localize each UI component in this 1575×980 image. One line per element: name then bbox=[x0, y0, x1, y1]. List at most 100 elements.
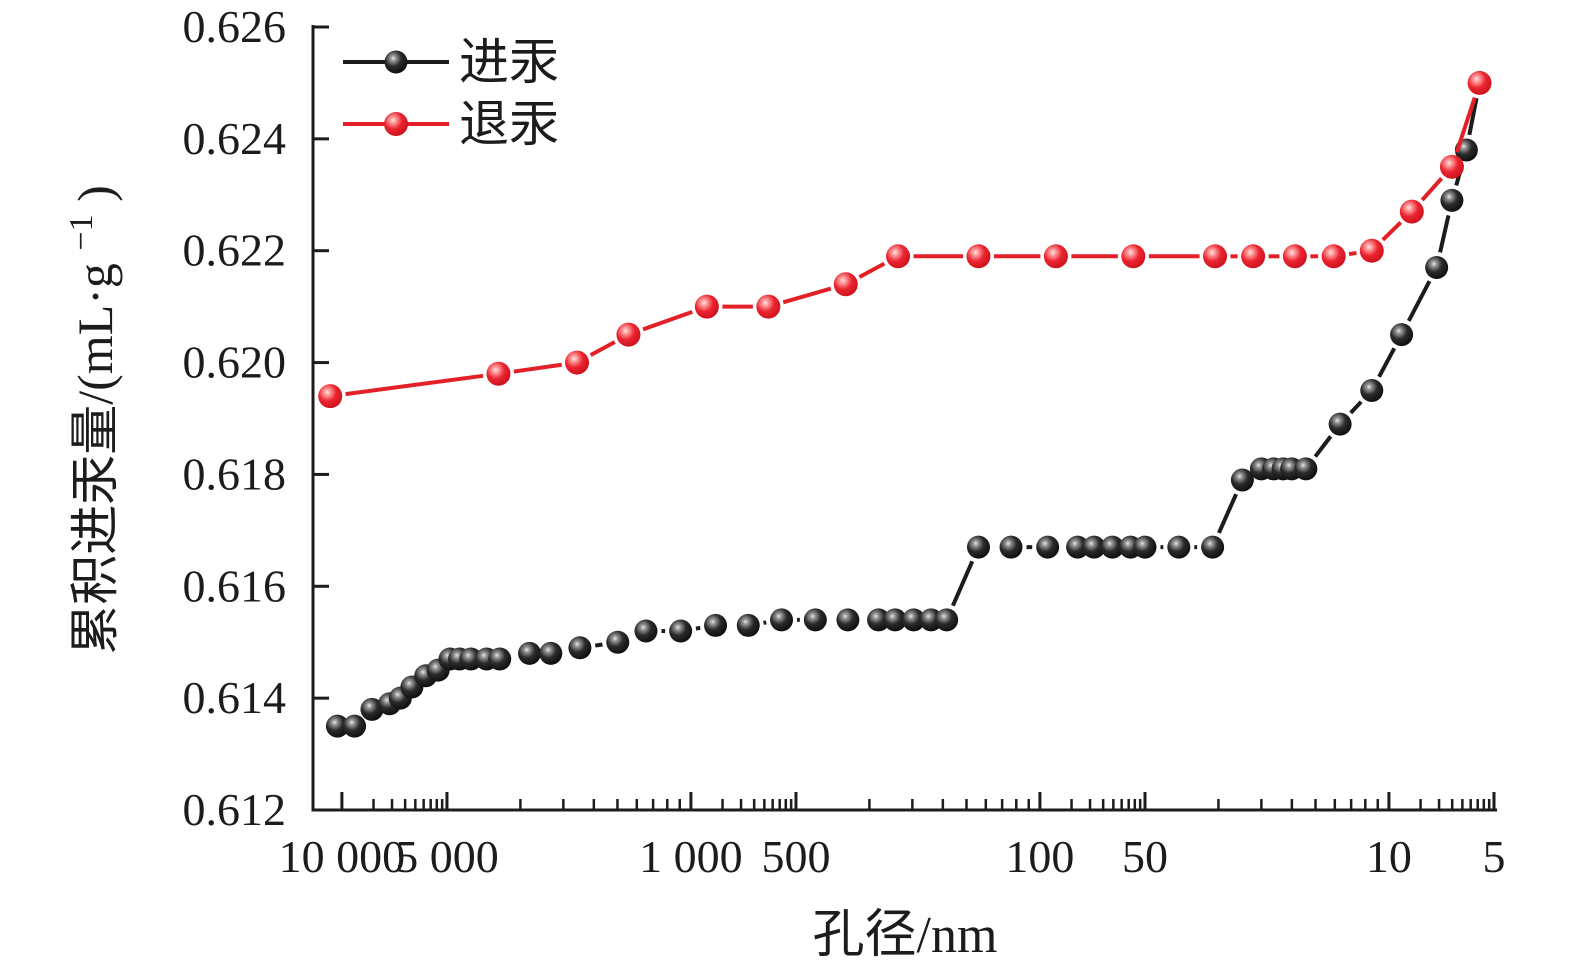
x-axis-tick-label: 10 000 bbox=[279, 831, 406, 882]
extrusion-line-segment bbox=[858, 261, 886, 279]
intrusion-series-line bbox=[594, 97, 1479, 648]
intrusion-data-point bbox=[518, 641, 542, 665]
y-axis-title-main: 累积进汞量/(mL·g bbox=[67, 263, 123, 655]
intrusion-data-point bbox=[1036, 535, 1060, 559]
intrusion-data-point bbox=[1100, 535, 1124, 559]
extrusion-data-point bbox=[1321, 244, 1346, 269]
intrusion-line-segment bbox=[1313, 435, 1333, 458]
x-axis-title: 孔径/nm bbox=[813, 907, 998, 964]
intrusion-data-point bbox=[669, 619, 693, 643]
legend-label-intrusion: 进汞 bbox=[459, 34, 559, 90]
extrusion-series-markers bbox=[318, 70, 1492, 409]
legend: 进汞 退汞 bbox=[343, 34, 559, 152]
y-axis-tick-label: 0.622 bbox=[183, 225, 287, 276]
extrusion-line-segment bbox=[345, 373, 484, 397]
intrusion-data-point bbox=[1066, 535, 1090, 559]
intrusion-data-point bbox=[883, 608, 907, 632]
intrusion-data-point bbox=[999, 535, 1023, 559]
extrusion-data-point bbox=[1203, 244, 1228, 269]
intrusion-data-point bbox=[1082, 535, 1106, 559]
series bbox=[318, 70, 1492, 738]
extrusion-data-point bbox=[966, 244, 991, 269]
intrusion-data-point bbox=[360, 697, 384, 721]
intrusion-data-point bbox=[902, 608, 926, 632]
intrusion-series-markers bbox=[325, 71, 1492, 738]
intrusion-data-point bbox=[736, 613, 760, 637]
intrusion-data-point bbox=[539, 641, 563, 665]
intrusion-data-point bbox=[1167, 535, 1191, 559]
extrusion-line-segment bbox=[1381, 220, 1403, 242]
y-axis-title: 累积进汞量/(mL·g −1 ) bbox=[47, 185, 123, 654]
y-axis-tick-label: 0.618 bbox=[183, 448, 287, 499]
extrusion-data-point bbox=[1439, 154, 1464, 179]
intrusion-data-point bbox=[1230, 468, 1254, 492]
y-axis-tick-label: 0.612 bbox=[183, 784, 287, 835]
intrusion-line-segment bbox=[695, 625, 701, 631]
intrusion-data-point bbox=[704, 613, 728, 637]
extrusion-data-point bbox=[1241, 244, 1266, 269]
intrusion-data-point bbox=[1133, 535, 1157, 559]
extrusion-line-segment bbox=[782, 286, 832, 305]
intrusion-data-point bbox=[770, 608, 794, 632]
y-axis-title-superscript: −1 bbox=[63, 214, 100, 250]
extrusion-series-line bbox=[345, 97, 1477, 397]
y-axis-tick-label: 0.626 bbox=[183, 1, 287, 52]
x-axis-tick-label: 5 000 bbox=[395, 831, 499, 882]
intrusion-data-point bbox=[1360, 379, 1384, 403]
extrusion-line-segment bbox=[1348, 250, 1357, 257]
intrusion-line-segment bbox=[1217, 493, 1238, 534]
intrusion-line-segment bbox=[1349, 400, 1363, 415]
intrusion-data-point bbox=[836, 608, 860, 632]
x-axis-tick-label: 5 bbox=[1483, 831, 1506, 882]
intrusion-data-point bbox=[1425, 255, 1449, 279]
extrusion-line-segment bbox=[513, 362, 562, 374]
intrusion-line-segment bbox=[1406, 280, 1432, 322]
intrusion-data-point bbox=[1440, 188, 1464, 212]
extrusion-data-point bbox=[1467, 70, 1492, 95]
extrusion-line-segment bbox=[642, 309, 693, 332]
extrusion-data-point bbox=[565, 350, 590, 375]
y-axis-title-close: ) bbox=[67, 185, 123, 202]
extrusion-data-point bbox=[694, 294, 719, 319]
legend-marker-intrusion bbox=[384, 50, 408, 74]
extrusion-data-point bbox=[1359, 238, 1384, 263]
intrusion-data-point bbox=[1294, 457, 1318, 481]
intrusion-data-point bbox=[1328, 412, 1352, 436]
intrusion-data-point bbox=[606, 630, 630, 654]
axes: 0.612 0.614 0.616 0.618 0.620 0.622 0.624 0.626… bbox=[183, 1, 1506, 882]
intrusion-data-point bbox=[634, 619, 658, 643]
extrusion-data-point bbox=[756, 294, 781, 319]
extrusion-line-segment bbox=[1420, 177, 1444, 202]
intrusion-line-segment bbox=[1377, 347, 1397, 378]
extrusion-line-segment bbox=[1454, 97, 1477, 153]
intrusion-data-point bbox=[325, 714, 349, 738]
legend-item-intrusion: 进汞 bbox=[343, 34, 559, 90]
intrusion-data-point bbox=[867, 608, 891, 632]
extrusion-data-point bbox=[1282, 244, 1307, 269]
x-axis-tick-label: 100 bbox=[1005, 831, 1074, 882]
intrusion-data-point bbox=[488, 647, 512, 671]
intrusion-data-point bbox=[1390, 323, 1414, 347]
extrusion-data-point bbox=[886, 244, 911, 269]
intrusion-line-segment bbox=[594, 642, 603, 648]
legend-marker-extrusion bbox=[384, 112, 408, 136]
intrusion-data-point bbox=[966, 535, 990, 559]
extrusion-data-point bbox=[1121, 244, 1146, 269]
y-axis-tick-label: 0.624 bbox=[183, 113, 287, 164]
y-axis-tick-label: 0.620 bbox=[183, 337, 287, 388]
x-axis-tick-label: 10 bbox=[1366, 831, 1412, 882]
y-axis-tick-label: 0.614 bbox=[183, 672, 287, 723]
extrusion-data-point bbox=[486, 361, 511, 386]
intrusion-data-point bbox=[803, 608, 827, 632]
extrusion-data-point bbox=[616, 322, 641, 347]
intrusion-line-segment bbox=[1438, 215, 1451, 253]
x-axis-tick-label: 1 000 bbox=[639, 831, 743, 882]
intrusion-data-point bbox=[343, 714, 367, 738]
intrusion-data-point bbox=[935, 608, 959, 632]
y-axis-tick-label: 0.616 bbox=[183, 560, 287, 611]
extrusion-data-point bbox=[833, 272, 858, 297]
intrusion-data-point bbox=[1201, 535, 1225, 559]
legend-item-extrusion: 退汞 bbox=[343, 96, 559, 152]
